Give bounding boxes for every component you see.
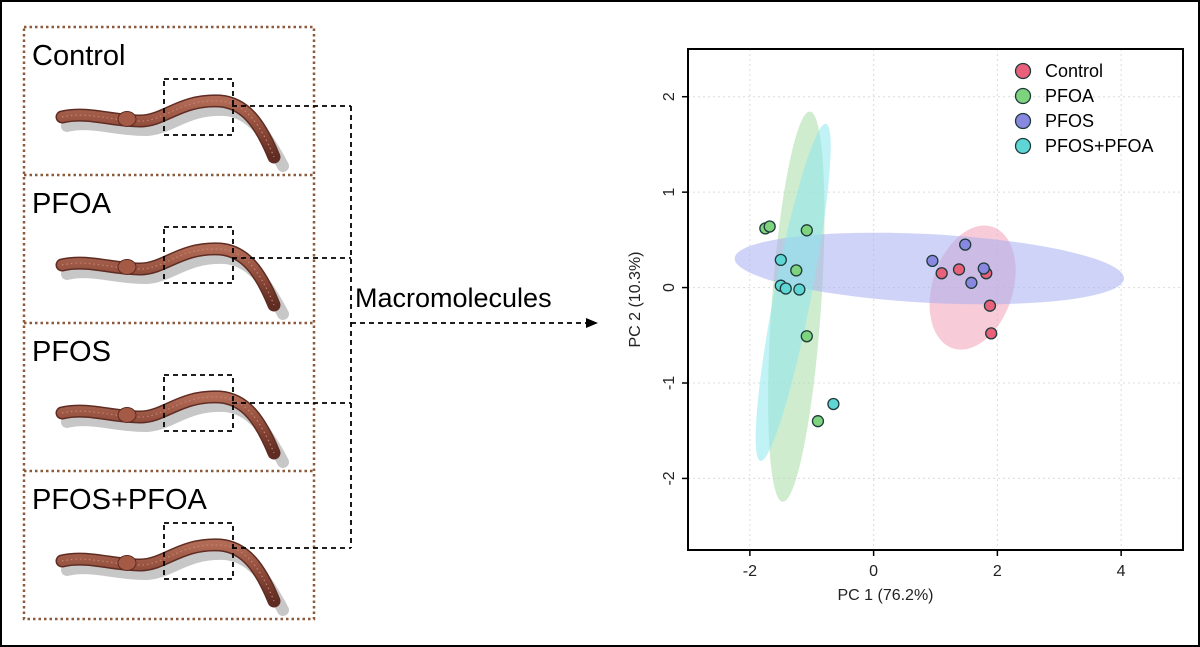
earthworm-image — [55, 94, 289, 172]
legend-label: Control — [1045, 61, 1103, 81]
pca-plot: -2 0 2 4 -2 -1 0 1 2 PC 1 (76.2%) PC 2 (10.3%) Cont… — [627, 48, 1184, 604]
series-pfos-plus-pfoa — [774, 253, 840, 411]
panel-control: Control — [32, 40, 289, 172]
x-axis-label: PC 1 (76.2%) — [837, 587, 933, 604]
x-tick-label: 0 — [869, 563, 878, 580]
x-tick-label: 4 — [1117, 563, 1126, 580]
ellipse-pfos — [734, 232, 1124, 305]
y-tick-label: 2 — [661, 92, 678, 101]
panel-label: PFOA — [32, 188, 112, 220]
data-point — [774, 253, 787, 267]
data-point — [985, 327, 998, 340]
panel-label: PFOS+PFOA — [32, 484, 208, 516]
x-tick-label: 2 — [993, 563, 1002, 580]
x-tick-label: -2 — [743, 563, 757, 580]
series-pfos — [926, 238, 990, 289]
legend-label: PFOS — [1045, 111, 1094, 131]
y-tick-label: 1 — [661, 188, 678, 197]
legend-swatch — [1014, 62, 1032, 80]
data-point — [800, 330, 813, 343]
panel-pfoa: PFOA — [24, 173, 314, 320]
legend-swatch — [1014, 137, 1032, 155]
data-point — [977, 262, 990, 275]
panel-label: Control — [32, 40, 126, 72]
data-point — [793, 283, 806, 296]
plot-frame — [687, 48, 1184, 551]
data-point — [811, 415, 825, 428]
data-point — [965, 276, 978, 289]
panel-label: PFOS — [32, 336, 111, 368]
data-point — [952, 263, 966, 276]
y-tick-label: -1 — [661, 376, 678, 390]
y-tick-label: -2 — [661, 471, 678, 485]
earthworm-image — [55, 242, 289, 320]
series-control — [935, 263, 998, 340]
earthworm-image — [55, 538, 289, 616]
ellipse-pfos-plus-pfoa — [755, 123, 831, 461]
panels-border — [22, 25, 316, 621]
legend-label: PFOS+PFOA — [1045, 136, 1154, 156]
legend-label: PFOA — [1045, 86, 1094, 106]
data-point — [935, 267, 948, 280]
data-point — [790, 264, 803, 277]
y-tick-label: 0 — [661, 283, 678, 292]
data-point — [926, 254, 939, 268]
data-point — [763, 220, 776, 233]
legend-swatch — [1014, 112, 1032, 130]
connector-bracket — [232, 105, 352, 549]
legend: Control PFOA PFOS PFOS+PFOA — [1014, 61, 1154, 156]
data-point — [800, 224, 813, 237]
earthworm-image — [55, 390, 289, 468]
panel-pfos: PFOS — [24, 321, 314, 468]
y-axis-label: PC 2 (10.3%) — [627, 251, 644, 347]
legend-swatch — [1014, 87, 1032, 105]
data-point — [827, 397, 840, 411]
data-point — [983, 299, 997, 312]
data-point — [959, 238, 972, 251]
panel-pfos-plus-pfoa: PFOS+PFOA — [24, 469, 314, 616]
macromolecules-label: Macromolecules — [355, 283, 552, 313]
series-pfoa — [759, 220, 825, 428]
treatment-panels: Control PFOA PFOS PFOS+PFOA — [24, 40, 314, 616]
data-point — [779, 282, 792, 295]
